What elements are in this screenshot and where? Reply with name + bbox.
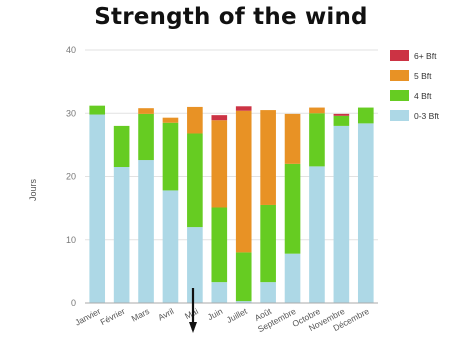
legend-swatch [390, 90, 409, 101]
bar-segment [211, 115, 228, 121]
bar-segment [89, 114, 106, 304]
bar-segment [357, 107, 374, 124]
x-tick-label: Avril [156, 306, 175, 323]
x-tick-label: Janvier [73, 306, 102, 328]
bar-segment [138, 113, 154, 161]
bar-segment [235, 301, 252, 303]
x-tick-label: Mars [130, 306, 151, 324]
legend: 6+ Bft 5 Bft 4 Bft 0-3 Bft [390, 50, 440, 121]
bar-segment [333, 115, 350, 126]
bar-segment [333, 125, 350, 304]
bar-segment [138, 108, 154, 114]
bar-segment [235, 252, 252, 302]
bar-segment [162, 117, 179, 123]
y-axis-label: Jours [28, 179, 38, 202]
bar-segment [235, 106, 252, 111]
bar-segment [211, 120, 228, 208]
legend-label: 5 Bft [414, 71, 432, 81]
bar-segment [357, 123, 374, 304]
legend-swatch [390, 110, 409, 121]
bar-segment [284, 113, 301, 164]
legend-label: 6+ Bft [414, 51, 437, 61]
y-axis-ticks: 0 10 20 30 40 [66, 45, 76, 308]
bar-segment [187, 133, 203, 228]
arrow-pointer [189, 288, 197, 333]
grid-lines [85, 49, 378, 241]
bar-segment [309, 107, 325, 114]
bar-segment [260, 110, 276, 205]
bar-segment [235, 110, 252, 253]
x-tick-label: Juin [206, 306, 225, 322]
legend-label: 0-3 Bft [414, 111, 440, 121]
bar-segment [89, 105, 106, 115]
x-tick-label: Mai [183, 306, 200, 321]
legend-label: 4 Bft [414, 91, 432, 101]
bar-segment [260, 282, 276, 303]
bar-segment [284, 253, 301, 303]
y-tick-label: 20 [66, 172, 76, 182]
bar-segment [211, 282, 228, 303]
bar-segment [187, 227, 203, 303]
y-tick-label: 40 [66, 45, 76, 55]
y-tick-label: 30 [66, 108, 76, 118]
bar-segment [138, 160, 154, 303]
bar-segment [187, 106, 203, 134]
bar-segment [162, 122, 179, 191]
legend-swatch [390, 70, 409, 81]
legend-swatch [390, 50, 409, 61]
bar-segment [309, 166, 325, 303]
bar-segment [309, 113, 325, 167]
y-tick-label: 0 [71, 298, 76, 308]
bar-segment [113, 167, 130, 303]
bar-stacks [89, 105, 374, 304]
bar-segment [260, 204, 276, 283]
bar-segment [162, 190, 179, 303]
bar-segment [284, 163, 301, 254]
bar-segment [211, 207, 228, 283]
x-tick-label: Juillet [225, 306, 249, 325]
x-tick-label: Février [99, 306, 127, 327]
chart-title: Strength of the wind [94, 4, 368, 30]
bar-segment [333, 113, 350, 116]
y-tick-label: 10 [66, 235, 76, 245]
bar-segment [113, 125, 130, 168]
